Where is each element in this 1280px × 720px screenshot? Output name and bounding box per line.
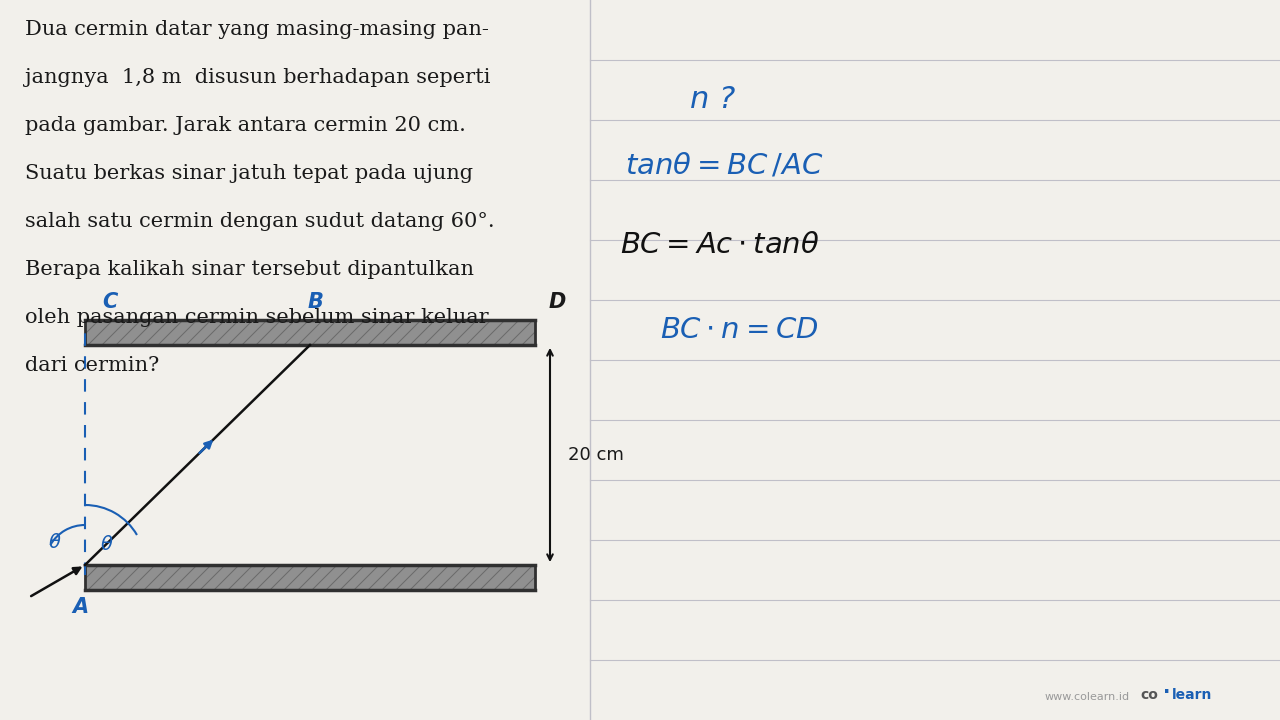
Text: D: D [548, 292, 566, 312]
Text: $BC \cdot n = CD$: $BC \cdot n = CD$ [660, 316, 818, 344]
Text: co: co [1140, 688, 1158, 702]
Text: Dua cermin datar yang masing-masing pan-: Dua cermin datar yang masing-masing pan- [26, 20, 489, 39]
Text: ·: · [1164, 683, 1170, 702]
Text: www.colearn.id: www.colearn.id [1044, 692, 1130, 702]
Text: A: A [72, 597, 88, 617]
Text: n ?: n ? [690, 86, 736, 114]
Text: $BC = Ac \cdot tan\theta$: $BC = Ac \cdot tan\theta$ [620, 231, 819, 259]
Text: jangnya  1,8 m  disusun berhadapan seperti: jangnya 1,8 m disusun berhadapan seperti [26, 68, 490, 87]
Text: Berapa kalikah sinar tersebut dipantulkan: Berapa kalikah sinar tersebut dipantulka… [26, 260, 474, 279]
Bar [84, 565, 535, 590]
Text: $tan\theta = BC\,/AC$: $tan\theta = BC\,/AC$ [625, 151, 823, 179]
Text: oleh pasangan cermin sebelum sinar keluar: oleh pasangan cermin sebelum sinar kelua… [26, 308, 489, 327]
Text: $\theta$: $\theta$ [100, 536, 114, 554]
Text: B: B [307, 292, 323, 312]
Text: learn: learn [1172, 688, 1212, 702]
Text: 20 cm: 20 cm [568, 446, 623, 464]
Text: salah satu cermin dengan sudut datang 60°.: salah satu cermin dengan sudut datang 60… [26, 212, 494, 231]
Text: Suatu berkas sinar jatuh tepat pada ujung: Suatu berkas sinar jatuh tepat pada ujun… [26, 164, 474, 183]
Text: C: C [102, 292, 118, 312]
Text: dari cermin?: dari cermin? [26, 356, 159, 375]
Text: $\theta$: $\theta$ [49, 534, 61, 552]
Bar [84, 320, 535, 345]
Text: pada gambar. Jarak antara cermin 20 cm.: pada gambar. Jarak antara cermin 20 cm. [26, 116, 466, 135]
